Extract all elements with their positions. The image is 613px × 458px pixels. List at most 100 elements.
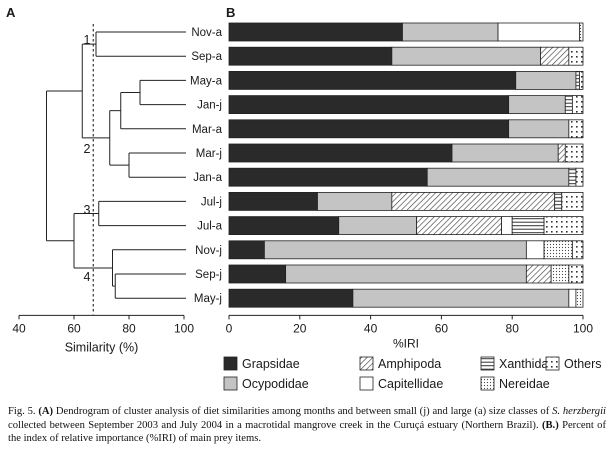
- bar-segment: [317, 191, 393, 211]
- x-tick-label-a: 40: [12, 321, 26, 335]
- bar-segment: [568, 167, 577, 187]
- bar-segment: [571, 240, 584, 260]
- category-label: May-a: [190, 75, 223, 87]
- x-tick-label-a: 100: [174, 321, 194, 335]
- bar-segment: [451, 143, 559, 163]
- legend-swatch: [223, 356, 238, 371]
- x-tick-label-a: 60: [67, 321, 81, 335]
- bar-segment: [228, 46, 393, 66]
- x-axis-label-b: %IRI: [393, 336, 419, 350]
- caption-part-a: (A): [38, 406, 54, 417]
- category-label: Sep-a: [191, 51, 222, 63]
- bar-segment: [228, 71, 517, 90]
- figure-caption: Fig. 5. (A) Dendrogram of cluster analys…: [8, 406, 606, 444]
- x-tick-label-b: 100: [573, 321, 593, 335]
- legend-label: Capitellidae: [378, 377, 443, 391]
- bar-segment: [228, 240, 265, 260]
- legend-label: Ocypodidae: [242, 377, 309, 391]
- legend-swatch: [480, 376, 495, 391]
- bar-segment: [511, 216, 545, 236]
- x-tick-label-b: 80: [506, 321, 520, 335]
- category-label: Nov-j: [195, 245, 222, 257]
- category-label: Jan-j: [197, 100, 222, 112]
- bar-segment: [575, 288, 584, 308]
- stacked-bar-chart: Nov-a Sep-a May-a Jan-j Mar-a Mar-j Jan-a Jul-j…: [190, 22, 593, 350]
- caption-species: S. herzbergii: [552, 406, 606, 417]
- bar-segment: [557, 143, 566, 163]
- category-label: Sep-j: [195, 269, 222, 281]
- bar-segment: [575, 71, 580, 90]
- legend-swatch: [359, 376, 374, 391]
- panel-b-label: B: [226, 5, 235, 20]
- legend-label: Amphipoda: [378, 357, 441, 371]
- bar-segment: [564, 95, 573, 114]
- bar-segment: [228, 216, 340, 236]
- bar-segment: [285, 264, 527, 284]
- x-tick-label-b: 40: [364, 321, 378, 335]
- bar-segment: [568, 264, 584, 284]
- legend: Grapsidae Amphipoda Xanthidae Others Ocypodi…: [223, 356, 602, 391]
- bar-segment: [561, 191, 584, 211]
- bar-segment: [391, 191, 556, 211]
- bar-segment: [228, 95, 510, 114]
- bar-segment: [540, 46, 570, 66]
- bar-segment: [501, 216, 513, 236]
- x-tick-label-a: 80: [122, 321, 136, 335]
- bar-segment: [228, 191, 318, 211]
- category-label: Jul-j: [201, 196, 222, 208]
- legend-label: Xanthidae: [499, 357, 555, 371]
- bar-segment: [402, 22, 499, 42]
- x-tick-label-b: 20: [293, 321, 307, 335]
- bar-segment: [543, 240, 573, 260]
- cluster-label: 1: [84, 33, 91, 47]
- category-label: Mar-a: [192, 124, 223, 136]
- bar-segment: [525, 264, 552, 284]
- cluster-label: 2: [84, 142, 91, 156]
- x-tick-label-b: 60: [435, 321, 449, 335]
- bar-segment: [228, 22, 403, 42]
- bar-segment: [228, 288, 354, 308]
- bar-segment: [550, 264, 570, 284]
- caption-part-b: (B.): [541, 419, 559, 431]
- bar-segment: [554, 191, 563, 211]
- legend-swatch: [545, 356, 560, 371]
- bar-segment: [568, 119, 584, 139]
- x-axis-label-a: Similarity (%): [65, 340, 139, 354]
- bar-segment: [228, 167, 428, 187]
- bar-segment: [228, 143, 453, 163]
- bar-segment: [391, 46, 541, 66]
- category-label: Jul-a: [197, 221, 223, 233]
- bar-segment: [228, 119, 510, 139]
- bar-segment: [515, 71, 577, 90]
- bar-segment: [497, 22, 580, 42]
- category-label: Mar-j: [196, 148, 222, 160]
- category-label: May-j: [194, 293, 222, 305]
- cluster-label: 3: [84, 203, 91, 217]
- category-label: Nov-a: [191, 27, 222, 39]
- bar-segment: [508, 119, 570, 139]
- x-tick-label-b: 0: [226, 321, 233, 335]
- bar-segment: [568, 46, 584, 66]
- bar-segment: [575, 167, 584, 187]
- legend-swatch: [480, 356, 495, 371]
- bar-segment: [568, 288, 577, 308]
- bar-segment: [338, 216, 418, 236]
- legend-label: Nereidae: [499, 377, 550, 391]
- bar-segment: [508, 95, 566, 114]
- bar-segment: [579, 71, 584, 90]
- bar-segment: [579, 22, 584, 42]
- legend-swatch: [359, 356, 374, 371]
- category-label: Jan-a: [193, 172, 222, 184]
- bar-segment: [543, 216, 584, 236]
- bar-segment: [416, 216, 502, 236]
- bar-segment: [564, 143, 584, 163]
- dendrogram: 1 2 3 4 40 60 80 100 Similarity (%): [12, 24, 194, 354]
- legend-label: Grapsidae: [242, 357, 300, 371]
- legend-swatch: [223, 376, 238, 391]
- cluster-label: 4: [84, 270, 91, 284]
- panel-a-label: A: [6, 5, 16, 20]
- legend-label: Others: [564, 357, 602, 371]
- bar-segment: [525, 240, 545, 260]
- bar-segment: [426, 167, 570, 187]
